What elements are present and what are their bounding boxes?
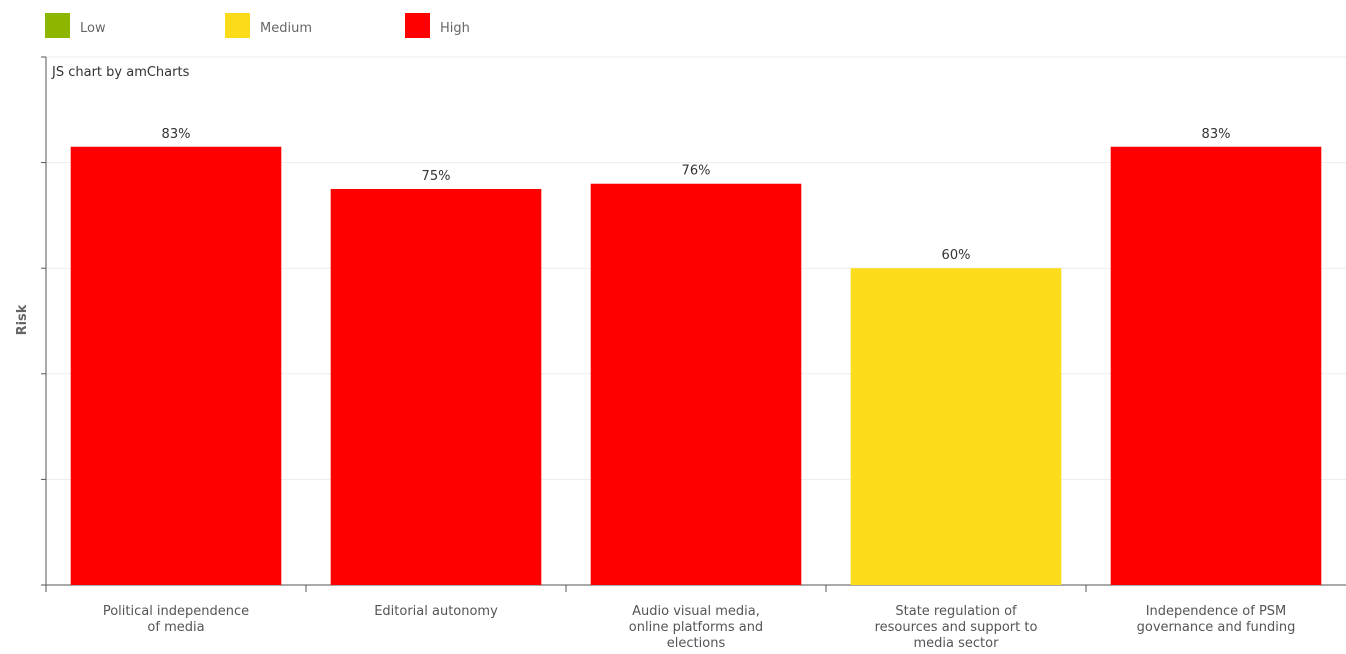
bar	[330, 189, 542, 585]
bar	[70, 146, 282, 585]
x-tick-label: Political independence of media	[103, 604, 249, 635]
x-tick-label-line: of media	[147, 620, 204, 635]
x-tick-label-line: governance and funding	[1137, 620, 1296, 635]
value-label: 83%	[162, 127, 191, 142]
legend-label: Medium	[260, 21, 312, 36]
legend-label: High	[440, 21, 470, 36]
value-label: 75%	[422, 169, 451, 184]
x-tick-label: Independence of PSM governance and fundin…	[1137, 604, 1296, 635]
y-axis-label: Risk	[15, 304, 30, 335]
x-tick-label-line: online platforms and	[629, 620, 763, 635]
value-label: 60%	[942, 248, 971, 263]
value-label: 76%	[682, 164, 711, 179]
x-tick-label-line: elections	[667, 636, 726, 651]
x-tick-label: State regulation of resources and support…	[875, 604, 1038, 651]
x-tick-label-line: State regulation of	[895, 604, 1017, 619]
value-label: 83%	[1202, 127, 1231, 142]
x-tick-label-line: Political independence	[103, 604, 249, 619]
legend-label: Low	[80, 21, 106, 36]
x-tick-label-line: resources and support to	[875, 620, 1038, 635]
x-tick-label-line: Audio visual media,	[632, 604, 760, 619]
x-tick-label-line: media sector	[914, 636, 1000, 651]
x-tick-label: Editorial autonomy	[374, 604, 498, 619]
x-tick-label: Audio visual media, online platforms and e…	[629, 604, 763, 651]
credit: JS chart by amCharts	[51, 65, 190, 80]
x-tick-label-line: Independence of PSM	[1146, 604, 1287, 619]
legend-swatch	[45, 13, 70, 38]
legend-swatch	[405, 13, 430, 38]
bar	[1110, 146, 1322, 585]
bar	[590, 183, 802, 585]
x-tick-label-line: Editorial autonomy	[374, 604, 498, 619]
bar	[850, 268, 1062, 585]
legend-swatch	[225, 13, 250, 38]
